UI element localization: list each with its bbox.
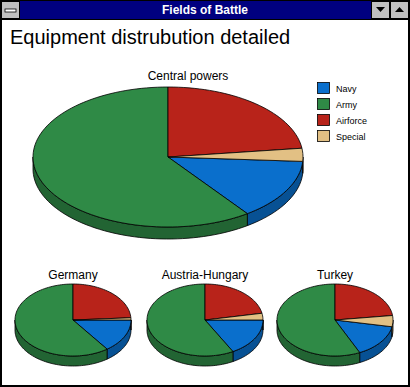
pie-title: Germany [48, 268, 97, 282]
window-frame [1, 1, 410, 387]
pie-slice [335, 284, 393, 320]
legend-swatch [318, 99, 330, 110]
legend-swatch [318, 115, 330, 126]
pie [147, 284, 263, 366]
pie-title: Central powers [148, 69, 229, 83]
system-menu[interactable] [2, 2, 20, 19]
plot-area [15, 87, 393, 366]
pie-title: Turkey [317, 268, 353, 282]
pie-slice [168, 148, 303, 161]
pie-slice [205, 313, 263, 320]
system-menu-bar [5, 9, 16, 12]
legend-swatch [318, 131, 330, 142]
pie-slice [73, 318, 131, 320]
client-area [2, 20, 409, 386]
button-arrow [395, 7, 404, 12]
title-bar [1, 1, 409, 19]
text-layer: Central powers Navy Army Airforce Special Ger… [48, 69, 367, 282]
legend-label: Airforce [336, 116, 367, 126]
pie-slice [335, 315, 393, 326]
pie-slice [168, 87, 302, 157]
minimize-button[interactable] [372, 2, 390, 19]
legend-swatch [318, 83, 330, 94]
window-title: Fields of Battle [162, 3, 248, 17]
legend-label: Navy [336, 84, 357, 94]
pie [15, 284, 131, 366]
legend: Navy Army Airforce Special [318, 83, 368, 143]
chart-title: Equipment distrubution detailed [10, 26, 290, 48]
pie [33, 87, 303, 239]
button-arrow [376, 7, 385, 12]
pie-slice [73, 284, 131, 320]
pie [277, 284, 393, 366]
legend-label: Special [336, 132, 366, 142]
legend-label: Army [336, 100, 357, 110]
pie-title: Austria-Hungary [162, 268, 249, 282]
window: Fields of Battle Equipment distrubution d… [0, 0, 410, 387]
maximize-button[interactable] [391, 2, 409, 19]
